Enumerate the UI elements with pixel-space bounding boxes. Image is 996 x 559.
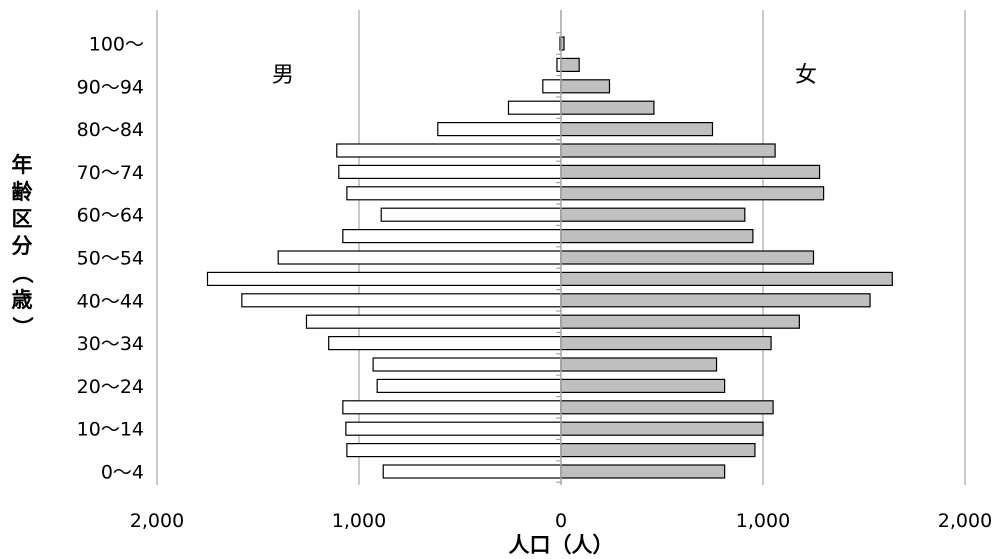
- x-tick-label-0: 2,000: [130, 510, 184, 532]
- female-bar-14: [560, 164, 821, 179]
- female-bar-19: [560, 57, 580, 73]
- male-bar-3: [342, 400, 562, 415]
- male-bar-6: [328, 336, 562, 351]
- female-bar-1: [560, 443, 756, 458]
- male-bar-16: [437, 121, 562, 137]
- y-axis-title-char-4: （: [10, 263, 34, 284]
- female-label: 女: [795, 63, 817, 88]
- y-axis-title-char-2: 区: [12, 207, 33, 231]
- male-bar-1: [346, 443, 562, 458]
- x-tick-labels: 2,000 1,000 0 1,000 2,000: [130, 510, 992, 532]
- male-bar-9: [206, 271, 562, 286]
- male-bar-18: [542, 79, 562, 94]
- female-bar-8: [560, 293, 871, 308]
- female-bar-0: [560, 464, 726, 479]
- male-bar-15: [336, 143, 562, 158]
- female-bar-12: [560, 207, 746, 222]
- x-tick-label-2: 0: [555, 510, 567, 532]
- female-bar-11: [560, 229, 754, 244]
- y-tick-label-6: 60～64: [77, 205, 144, 227]
- x-tick-label-4: 2,000: [938, 510, 992, 532]
- y-tick-label-0: 0～4: [101, 462, 144, 484]
- female-bar-9: [560, 271, 893, 286]
- y-tick-labels: 0～4 10～14 20～24 30～34 40～44 50～54 60～64 70～74 80…: [77, 34, 144, 484]
- male-bar-12: [380, 207, 562, 222]
- male-bar-4: [376, 378, 562, 393]
- bars: [206, 36, 893, 479]
- female-bar-15: [560, 143, 776, 158]
- male-bar-17: [507, 100, 562, 115]
- female-bar-7: [560, 314, 800, 329]
- male-bar-5: [372, 357, 562, 372]
- male-label: 男: [272, 63, 294, 88]
- male-bar-0: [382, 464, 562, 479]
- male-bar-8: [241, 293, 562, 308]
- female-bar-17: [560, 100, 655, 115]
- female-bar-18: [560, 79, 611, 94]
- female-bar-10: [560, 250, 815, 265]
- x-axis-title: 人口（人）: [509, 533, 614, 557]
- x-tick-label-1: 1,000: [332, 510, 386, 532]
- y-tick-label-4: 40～44: [77, 290, 144, 312]
- female-bar-3: [560, 400, 774, 415]
- female-bar-16: [560, 121, 714, 137]
- female-bar-2: [560, 421, 764, 436]
- female-bar-13: [560, 186, 825, 201]
- male-bar-10: [277, 250, 562, 265]
- y-tick-label-9: 90～94: [77, 76, 144, 98]
- female-bar-5: [560, 357, 718, 372]
- y-axis-title-char-3: 分: [12, 234, 33, 258]
- male-bar-11: [342, 229, 562, 244]
- y-axis-title-char-1: 齢: [12, 180, 34, 204]
- female-bar-4: [560, 378, 726, 393]
- y-tick-label-1: 10～14: [77, 419, 144, 441]
- y-tick-label-5: 50～54: [77, 248, 144, 270]
- x-tick-label-3: 1,000: [736, 510, 790, 532]
- male-bar-7: [305, 314, 562, 329]
- male-bar-2: [345, 421, 562, 436]
- female-bar-6: [560, 336, 772, 351]
- y-axis-title-char-5: 歳: [12, 288, 33, 312]
- y-tick-label-10: 100～: [89, 34, 144, 56]
- y-tick-label-7: 70～74: [77, 162, 144, 184]
- y-axis-title-char-0: 年: [12, 153, 33, 177]
- y-tick-label-8: 80～84: [77, 119, 144, 141]
- male-bar-13: [346, 186, 562, 201]
- male-bar-14: [338, 164, 562, 179]
- y-tick-label-3: 30～34: [77, 333, 144, 355]
- center-axis: [556, 10, 562, 485]
- y-tick-label-2: 20～24: [77, 376, 144, 398]
- y-axis-title-char-6: ）: [10, 317, 34, 338]
